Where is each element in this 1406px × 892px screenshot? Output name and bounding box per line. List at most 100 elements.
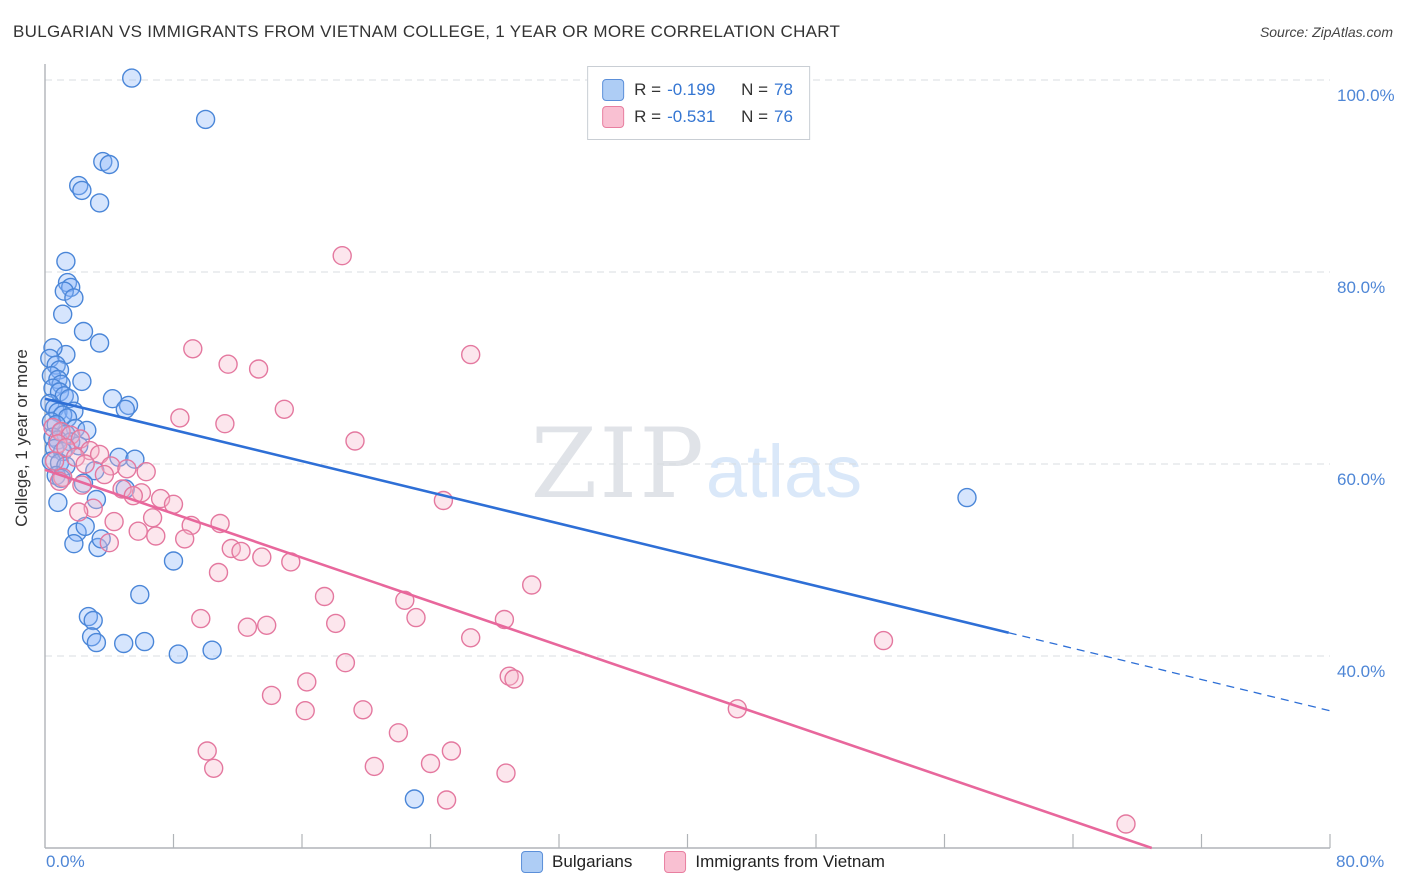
- scatter-point-vietnam[interactable]: [218, 354, 238, 374]
- scatter-point-vietnam[interactable]: [75, 454, 95, 474]
- scatter-point-vietnam[interactable]: [128, 521, 148, 541]
- scatter-point-vietnam[interactable]: [261, 685, 282, 706]
- scatter-point-vietnam[interactable]: [237, 617, 258, 637]
- vietnam-legend-label: Immigrants from Vietnam: [695, 852, 885, 871]
- y-tick-label-60: 60.0%: [1337, 470, 1386, 489]
- scatter-point-vietnam[interactable]: [436, 790, 457, 810]
- scatter-point-vietnam[interactable]: [388, 723, 409, 743]
- scatter-point-vietnam[interactable]: [208, 562, 229, 583]
- scatter-point-bulgarians[interactable]: [134, 631, 155, 652]
- scatter-point-vietnam[interactable]: [136, 462, 156, 482]
- scatter-point-bulgarians[interactable]: [86, 632, 107, 653]
- scatter-point-vietnam[interactable]: [252, 547, 272, 567]
- scatter-point-vietnam[interactable]: [345, 431, 365, 451]
- scatter-point-vietnam[interactable]: [504, 669, 524, 689]
- trend-line-extension-bulgarians: [1008, 632, 1331, 712]
- y-tick-label-100: 100.0%: [1337, 86, 1395, 105]
- scatter-point-vietnam[interactable]: [461, 344, 481, 365]
- scatter-point-vietnam[interactable]: [68, 502, 89, 522]
- scatter-point-vietnam[interactable]: [295, 701, 315, 721]
- vietnam-legend-swatch: [664, 851, 687, 873]
- scatter-point-bulgarians[interactable]: [168, 644, 189, 664]
- scatter-point-vietnam[interactable]: [99, 533, 120, 553]
- scatter-point-bulgarians[interactable]: [72, 371, 92, 392]
- scatter-point-bulgarians[interactable]: [72, 180, 92, 201]
- scatter-point-bulgarians[interactable]: [99, 154, 120, 175]
- scatter-point-vietnam[interactable]: [146, 526, 166, 546]
- scatter-point-vietnam[interactable]: [231, 541, 251, 562]
- vietnam-swatch: [602, 105, 625, 128]
- scatter-point-vietnam[interactable]: [94, 464, 115, 485]
- scatter-point-bulgarians[interactable]: [53, 304, 73, 324]
- r-value-bulgarians: -0.199: [667, 79, 716, 99]
- scatter-point-vietnam[interactable]: [191, 608, 211, 629]
- scatter-point-bulgarians[interactable]: [83, 610, 103, 631]
- scatter-point-bulgarians[interactable]: [64, 534, 84, 554]
- y-tick-label-80: 80.0%: [1337, 278, 1386, 297]
- scatter-point-vietnam[interactable]: [326, 613, 346, 634]
- scatter-point-vietnam[interactable]: [203, 758, 224, 778]
- scatter-point-vietnam[interactable]: [496, 763, 516, 783]
- scatter-point-bulgarians[interactable]: [48, 492, 68, 513]
- scatter-point-vietnam[interactable]: [44, 451, 65, 471]
- scatter-point-vietnam[interactable]: [117, 459, 137, 479]
- scatter-point-vietnam[interactable]: [104, 511, 124, 532]
- scatter-point-vietnam[interactable]: [314, 586, 335, 607]
- scatter-point-vietnam[interactable]: [353, 700, 373, 720]
- scatter-point-vietnam[interactable]: [83, 498, 103, 518]
- y-tick-label-40: 40.0%: [1337, 662, 1386, 681]
- scatter-point-vietnam[interactable]: [395, 590, 415, 610]
- scatter-point-bulgarians[interactable]: [163, 551, 184, 571]
- n-label: N =: [741, 79, 769, 99]
- scatter-point-bulgarians[interactable]: [56, 251, 76, 272]
- scatter-point-bulgarians[interactable]: [113, 633, 134, 654]
- scatter-point-vietnam[interactable]: [461, 628, 481, 648]
- scatter-point-vietnam[interactable]: [248, 359, 269, 379]
- scatter-point-vietnam[interactable]: [274, 399, 294, 419]
- scatter-point-vietnam[interactable]: [297, 672, 317, 692]
- page-title: BULGARIAN VS IMMIGRANTS FROM VIETNAM COL…: [13, 22, 841, 41]
- scatter-point-vietnam[interactable]: [183, 339, 203, 359]
- scatter-point-vietnam[interactable]: [406, 607, 426, 628]
- scatter-point-vietnam[interactable]: [174, 529, 195, 549]
- scatter-point-bulgarians[interactable]: [64, 288, 84, 308]
- scatter-point-vietnam[interactable]: [142, 508, 163, 528]
- scatter-point-vietnam[interactable]: [420, 753, 441, 774]
- bulgarians-legend-label: Bulgarians: [552, 852, 633, 871]
- scatter-point-bulgarians[interactable]: [130, 584, 150, 605]
- scatter-point-vietnam[interactable]: [65, 447, 86, 467]
- scatter-point-bulgarians[interactable]: [54, 281, 75, 301]
- series-legend: Bulgarians Immigrants from Vietnam: [521, 851, 885, 873]
- scatter-point-bulgarians[interactable]: [404, 789, 425, 809]
- scatter-point-vietnam[interactable]: [1116, 814, 1136, 834]
- scatter-point-bulgarians[interactable]: [202, 640, 222, 660]
- scatter-point-bulgarians[interactable]: [195, 109, 216, 130]
- scatter-point-bulgarians[interactable]: [957, 487, 977, 508]
- trend-line-bulgarians: [44, 397, 1010, 634]
- scatter-point-vietnam[interactable]: [332, 245, 352, 266]
- n-label: N =: [741, 106, 769, 126]
- scatter-point-bulgarians[interactable]: [89, 193, 110, 213]
- scatter-point-vietnam[interactable]: [89, 444, 110, 465]
- scatter-point-vietnam[interactable]: [873, 630, 894, 651]
- x-tick-label-0: 0.0%: [46, 852, 85, 871]
- scatter-point-bulgarians[interactable]: [73, 321, 94, 342]
- scatter-point-vietnam[interactable]: [335, 653, 356, 673]
- scatter-point-vietnam[interactable]: [441, 741, 462, 761]
- scatter-point-vietnam[interactable]: [257, 615, 277, 635]
- scatter-point-vietnam[interactable]: [215, 414, 235, 434]
- bulgarians-legend-swatch: [521, 851, 544, 873]
- source-label: Source: ZipAtlas.com: [1259, 24, 1393, 40]
- legend-item-bulgarians: Bulgarians: [521, 851, 632, 873]
- n-value-vietnam: 76: [774, 106, 793, 126]
- scatter-point-bulgarians[interactable]: [89, 333, 110, 353]
- scatter-point-vietnam[interactable]: [364, 756, 384, 777]
- scatter-point-vietnam[interactable]: [170, 408, 190, 428]
- scatter-point-vietnam[interactable]: [197, 741, 217, 761]
- scatter-point-vietnam[interactable]: [522, 575, 542, 595]
- x-tick-label-80: 80.0%: [1336, 852, 1385, 871]
- bulgarians-swatch: [602, 78, 625, 101]
- scatter-point-bulgarians[interactable]: [121, 68, 142, 88]
